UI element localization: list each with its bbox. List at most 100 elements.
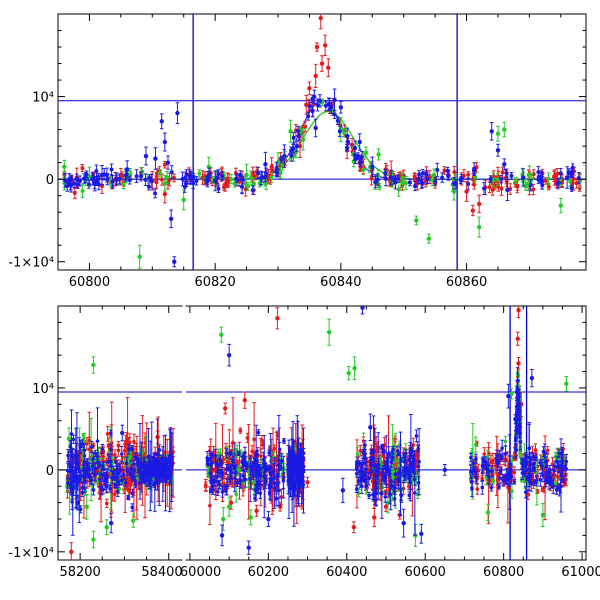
top-point-green	[476, 216, 482, 238]
bottom-point-red	[112, 486, 117, 502]
marker	[495, 148, 501, 153]
top-point-blue	[296, 130, 301, 142]
marker	[520, 175, 526, 180]
top-point-blue	[504, 168, 509, 178]
top-point-red	[307, 81, 312, 96]
top-point-green	[377, 183, 382, 191]
top-point-blue	[86, 179, 91, 189]
marker	[341, 130, 346, 135]
marker	[117, 176, 122, 181]
top-point-blue	[216, 169, 221, 179]
top-point-blue	[338, 101, 344, 114]
top-point-blue	[104, 167, 109, 183]
marker	[157, 171, 162, 176]
top-point-blue	[395, 174, 400, 183]
top-point-blue	[187, 169, 193, 184]
top-data-points	[62, 14, 582, 269]
marker	[312, 94, 317, 99]
top-point-blue	[139, 171, 144, 182]
marker	[490, 187, 495, 192]
bottom-series-red	[65, 306, 568, 560]
marker	[504, 171, 509, 176]
top-point-red	[162, 161, 167, 169]
top-point-blue	[114, 174, 119, 186]
marker	[558, 203, 564, 208]
top-point-red	[466, 171, 471, 179]
marker	[323, 103, 328, 108]
top-point-blue	[183, 171, 188, 184]
marker	[216, 171, 221, 176]
top-point-green	[426, 233, 432, 244]
top-point-blue	[509, 172, 514, 180]
top-point-red	[552, 169, 557, 186]
marker	[552, 175, 557, 180]
marker	[388, 175, 394, 180]
top-point-green	[80, 183, 85, 199]
top-point-green	[414, 215, 419, 226]
marker	[238, 428, 243, 433]
marker	[369, 176, 374, 181]
marker	[452, 170, 457, 175]
top-point-green	[403, 175, 408, 190]
top-point-blue	[74, 173, 80, 185]
marker	[90, 177, 95, 182]
marker	[68, 183, 73, 188]
marker	[435, 168, 440, 173]
top-point-blue	[520, 168, 526, 187]
marker	[275, 171, 280, 176]
marker	[424, 172, 429, 177]
bottom-panel-frame	[57, 305, 587, 561]
marker	[314, 44, 320, 50]
marker	[317, 98, 322, 103]
marker	[87, 174, 92, 179]
top-point-green	[513, 176, 518, 185]
top-point-blue	[291, 132, 296, 144]
marker	[87, 447, 92, 452]
marker	[72, 190, 77, 195]
top-point-green	[157, 168, 162, 178]
marker	[335, 118, 340, 123]
marker	[376, 152, 381, 157]
marker	[546, 184, 551, 189]
marker	[446, 174, 451, 179]
top-point-blue	[207, 167, 212, 182]
top-point-red	[314, 42, 320, 52]
bottom-data-points	[65, 306, 569, 560]
marker	[296, 133, 301, 138]
marker	[488, 177, 493, 182]
marker	[319, 61, 325, 66]
marker	[154, 171, 159, 176]
top-point-green	[248, 170, 253, 186]
top-point-blue	[502, 158, 507, 171]
marker	[451, 181, 457, 186]
marker	[65, 180, 70, 185]
top-point-red	[303, 121, 308, 133]
marker	[395, 176, 400, 181]
marker	[238, 172, 243, 178]
top-point-blue	[275, 168, 280, 178]
top-point-blue	[294, 140, 300, 152]
top-point-blue	[212, 170, 218, 192]
top-point-blue	[307, 101, 312, 111]
top-point-green	[495, 173, 500, 187]
top-point-blue	[388, 169, 394, 186]
top-point-blue	[332, 88, 337, 112]
marker	[502, 127, 507, 132]
marker	[499, 186, 504, 191]
top-point-blue	[335, 116, 340, 125]
top-point-blue	[312, 89, 317, 104]
bottom-point-red	[245, 432, 250, 444]
bottom-point-red	[238, 427, 243, 434]
top-point-blue	[413, 180, 418, 192]
marker	[162, 162, 167, 167]
marker	[264, 171, 269, 176]
marker	[338, 105, 344, 110]
marker	[235, 177, 240, 182]
marker	[288, 129, 293, 134]
marker	[489, 129, 494, 134]
top-axes: 60800 60820 60840 60860 -1×10⁴ 0 10⁴	[8, 14, 586, 290]
top-point-red	[172, 173, 177, 183]
top-point-blue	[420, 169, 425, 178]
marker	[143, 177, 148, 182]
marker	[62, 164, 67, 169]
